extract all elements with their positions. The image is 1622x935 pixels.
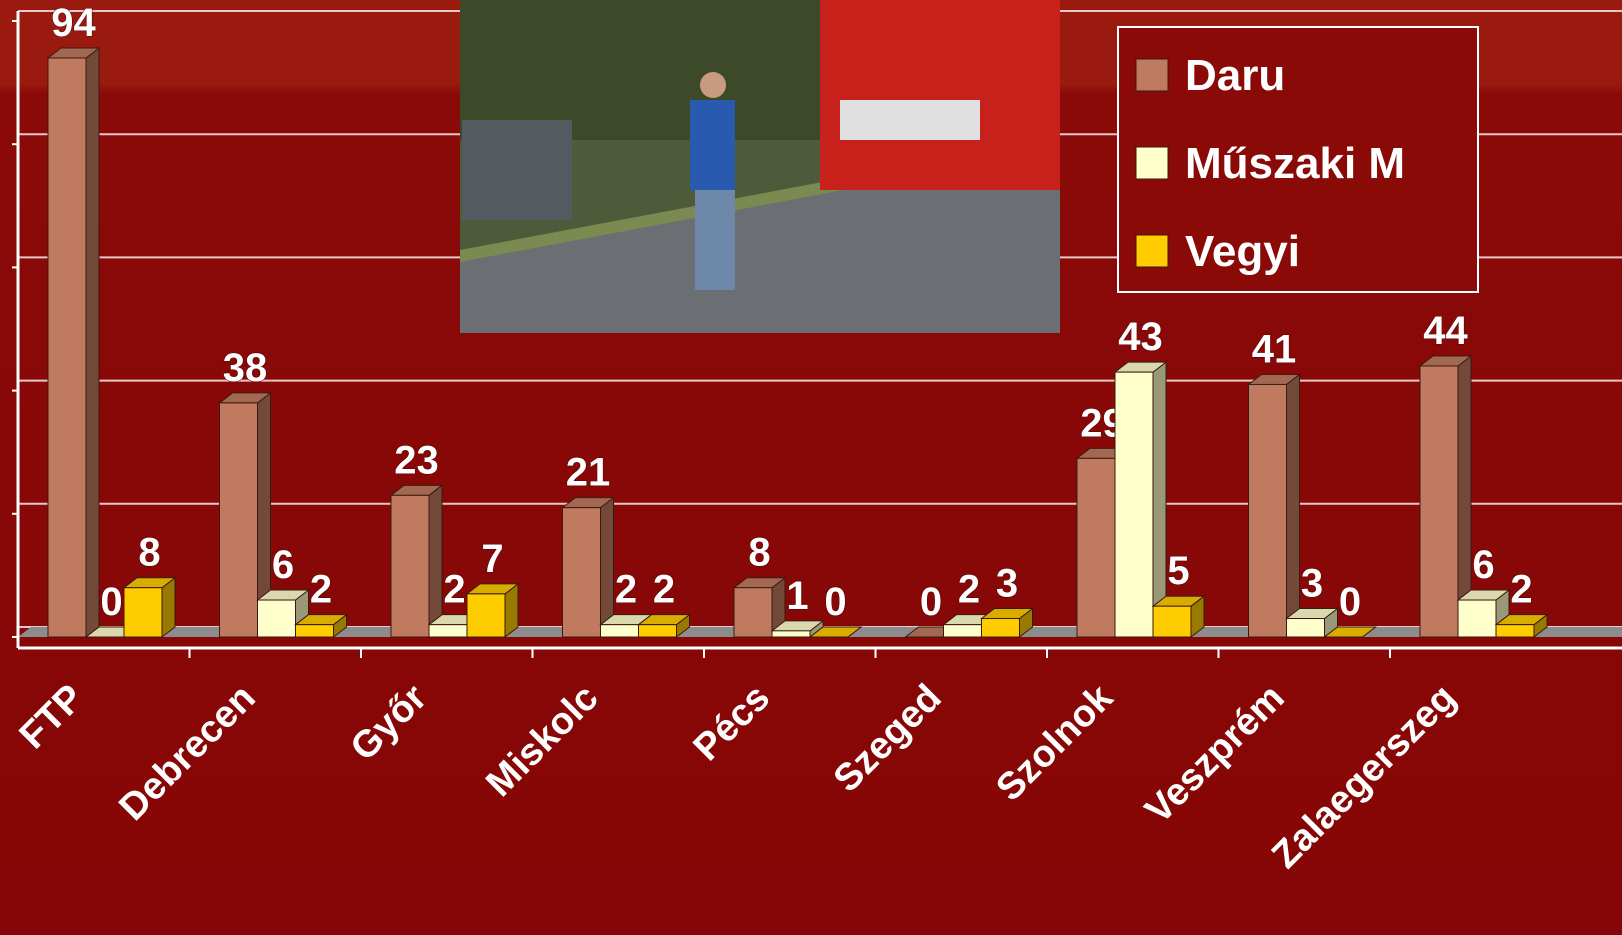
- bar: [466, 593, 506, 638]
- value-label: 0: [824, 580, 846, 624]
- bar: [123, 587, 163, 638]
- value-label: 44: [1423, 309, 1468, 353]
- value-label: 0: [100, 580, 122, 624]
- value-label: 2: [310, 568, 332, 612]
- bar: [219, 402, 258, 638]
- value-label: 6: [272, 543, 294, 587]
- bar: [981, 618, 1020, 638]
- bar-side: [428, 484, 443, 639]
- bar: [1152, 605, 1192, 638]
- legend-label: Daru: [1185, 51, 1285, 100]
- bar-top: [1323, 626, 1377, 638]
- bar: [1286, 618, 1325, 638]
- bar: [1495, 624, 1535, 638]
- bar: [562, 507, 601, 638]
- bar: [733, 587, 773, 638]
- value-label: 43: [1118, 315, 1163, 359]
- value-label: 6: [1472, 543, 1494, 587]
- legend-label: Műszaki M: [1185, 139, 1405, 188]
- value-label: 7: [481, 537, 503, 581]
- bar: [943, 624, 982, 638]
- value-label: 3: [996, 562, 1018, 606]
- bar: [390, 494, 430, 638]
- legend-swatch: [1135, 58, 1169, 92]
- bar: [1114, 371, 1154, 638]
- legend-swatch: [1135, 234, 1169, 268]
- legend-label: Vegyi: [1185, 227, 1300, 276]
- value-label: 21: [566, 451, 611, 495]
- bar-side: [85, 46, 100, 639]
- photo: [460, 0, 1060, 333]
- bar-top: [808, 626, 863, 638]
- bar: [1457, 599, 1497, 638]
- bar: [257, 599, 296, 638]
- bar: [1076, 457, 1116, 638]
- bar: [428, 624, 468, 638]
- bar-side: [1286, 373, 1300, 639]
- value-label: 3: [1301, 562, 1323, 606]
- value-label: 1: [786, 574, 808, 618]
- bar-side: [1152, 361, 1167, 639]
- value-label: 38: [223, 346, 268, 390]
- value-label: 5: [1167, 549, 1189, 593]
- value-label: 2: [653, 568, 675, 612]
- bar: [638, 624, 677, 638]
- value-label: 0: [1339, 580, 1361, 624]
- value-label: 8: [748, 531, 770, 575]
- bar: [600, 624, 639, 638]
- legend-swatch: [1135, 146, 1169, 180]
- bar: [47, 57, 87, 638]
- value-label: 2: [1510, 568, 1532, 612]
- value-label: 2: [958, 568, 980, 612]
- legend: Daru Műszaki M Vegyi: [1117, 26, 1479, 293]
- bar: [1248, 383, 1287, 638]
- value-label: 94: [51, 1, 96, 45]
- bar: [295, 624, 334, 638]
- bar: [1419, 365, 1459, 638]
- value-label: 2: [615, 568, 637, 612]
- value-label: 8: [138, 531, 160, 575]
- value-label: 23: [394, 438, 439, 482]
- value-label: 41: [1252, 327, 1297, 371]
- value-label: 2: [443, 568, 465, 612]
- value-label: 0: [920, 580, 942, 624]
- bar: [771, 630, 811, 638]
